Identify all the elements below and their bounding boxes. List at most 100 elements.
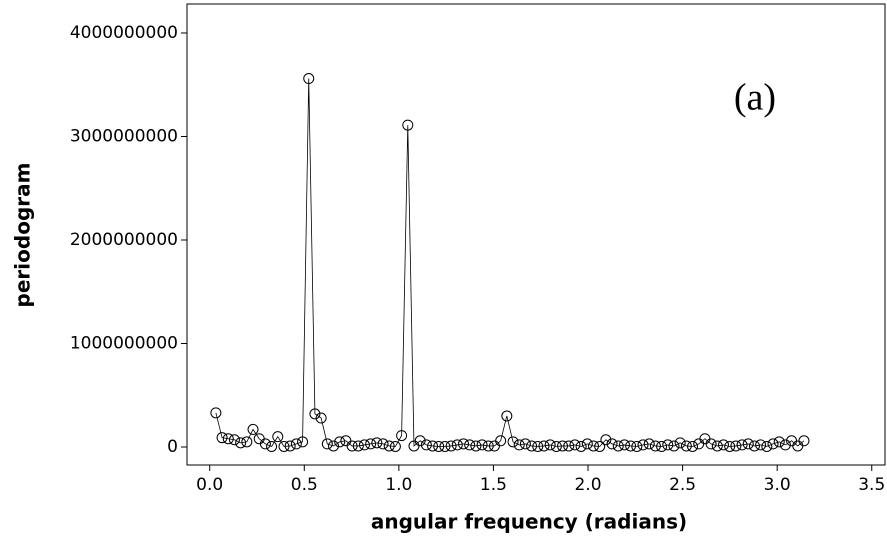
data-point [519, 438, 531, 450]
data-point [569, 439, 581, 451]
data-point [358, 439, 370, 451]
data-point [241, 436, 253, 448]
data-point [761, 440, 773, 452]
data-point [662, 439, 674, 451]
data-point [402, 119, 414, 131]
data-point [377, 438, 389, 450]
x-tick-label: 2.0 [574, 475, 601, 495]
data-point [328, 440, 340, 452]
data-point [470, 440, 482, 452]
x-tick-label: 1.0 [385, 475, 412, 495]
data-point [507, 436, 519, 448]
data-point [290, 438, 302, 450]
data-point [315, 412, 327, 424]
x-axis-title: angular frequency (radians) [371, 510, 687, 534]
data-point [736, 439, 748, 451]
data-point [383, 440, 395, 452]
y-tick-label: 3000000000 [70, 126, 178, 146]
data-point [717, 439, 729, 451]
x-tick-label: 0.5 [291, 475, 318, 495]
data-point [513, 439, 525, 451]
data-point [414, 435, 426, 447]
y-tick-label: 4000000000 [70, 23, 178, 43]
data-point [581, 438, 593, 450]
data-point [711, 440, 723, 452]
data-point [779, 439, 791, 451]
data-point [637, 439, 649, 451]
data-point [649, 440, 661, 452]
y-tick-label: 2000000000 [70, 230, 178, 250]
data-point [321, 438, 333, 450]
data-point [656, 440, 668, 452]
data-point [334, 436, 346, 448]
data-point [427, 440, 439, 452]
data-point [526, 440, 538, 452]
data-point [247, 423, 259, 435]
data-point [625, 440, 637, 452]
data-point [587, 440, 599, 452]
data-point [451, 439, 463, 451]
x-tick-label: 0.0 [196, 475, 223, 495]
data-point [674, 437, 686, 449]
y-tick-label: 1000000000 [70, 333, 178, 353]
data-point [495, 435, 507, 447]
data-point [352, 440, 364, 452]
y-tick-label: 0 [167, 437, 178, 457]
data-line [215, 78, 805, 447]
data-point [278, 440, 290, 452]
data-point [365, 438, 377, 450]
data-point [563, 440, 575, 452]
data-point [501, 410, 513, 422]
x-tick-label: 1.5 [480, 475, 507, 495]
data-point [222, 433, 234, 445]
x-tick-label: 2.5 [669, 475, 696, 495]
data-point [557, 440, 569, 452]
data-point [631, 440, 643, 452]
data-point [594, 440, 606, 452]
data-point [643, 438, 655, 450]
data-point [266, 440, 278, 452]
data-point [371, 437, 383, 449]
data-point [389, 440, 401, 452]
annotation: (a) [734, 77, 776, 119]
data-point [228, 434, 240, 446]
data-point [476, 439, 488, 451]
data-point [439, 440, 451, 452]
data-point [724, 440, 736, 452]
data-point [216, 432, 228, 444]
data-point [284, 440, 296, 452]
data-point [309, 408, 321, 420]
data-point [680, 440, 692, 452]
data-point [482, 440, 494, 452]
data-point [235, 437, 247, 449]
data-point [272, 431, 284, 443]
data-point [420, 439, 432, 451]
data-point [668, 440, 680, 452]
data-point [687, 440, 699, 452]
data-point [575, 440, 587, 452]
data-point [606, 438, 618, 450]
data-point [303, 73, 315, 85]
data-point [346, 440, 358, 452]
data-point [767, 438, 779, 450]
data-point [730, 440, 742, 452]
data-point [705, 438, 717, 450]
y-axis-title: periodogram [11, 163, 35, 308]
plot-frame [186, 3, 886, 466]
data-point [210, 407, 222, 419]
data-point [755, 439, 767, 451]
data-point [798, 435, 810, 447]
data-point [457, 438, 469, 450]
data-point [612, 440, 624, 452]
data-point [538, 440, 550, 452]
data-point [464, 439, 476, 451]
x-tick-label: 3.5 [858, 475, 885, 495]
data-point [748, 440, 760, 452]
data-point [618, 439, 630, 451]
data-point [445, 440, 457, 452]
data-point [773, 436, 785, 448]
data-point [600, 434, 612, 446]
data-point [550, 440, 562, 452]
data-point [297, 436, 309, 448]
